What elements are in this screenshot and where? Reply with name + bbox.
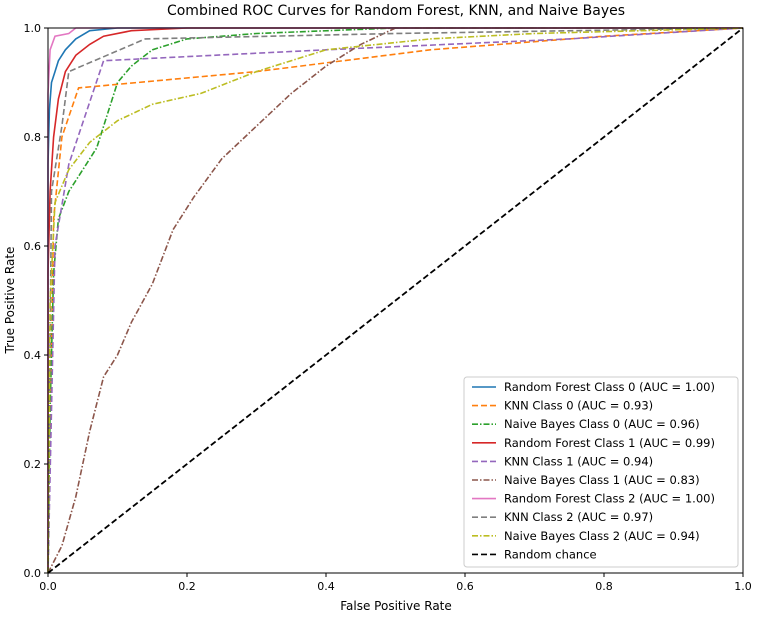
- series-line-2: [47, 27, 743, 574]
- y-tick-label-1: 0.2: [24, 458, 42, 471]
- legend-label-4: KNN Class 1 (AUC = 0.94): [504, 454, 653, 468]
- legend-label-6: Random Forest Class 2 (AUC = 1.00): [504, 492, 715, 506]
- chart-title: Combined ROC Curves for Random Forest, K…: [167, 3, 625, 19]
- x-tick-label-0: 0.0: [39, 580, 57, 593]
- legend-label-5: Naive Bayes Class 1 (AUC = 0.83): [504, 473, 700, 487]
- legend-label-9: Random chance: [504, 547, 597, 561]
- legend-label-2: Naive Bayes Class 0 (AUC = 0.96): [504, 417, 700, 431]
- legend-label-8: Naive Bayes Class 2 (AUC = 0.94): [504, 529, 700, 543]
- series-line-8: [47, 27, 744, 574]
- y-tick-label-5: 1.0: [24, 22, 42, 35]
- series-line-1: [47, 27, 744, 574]
- y-tick-label-3: 0.6: [24, 240, 42, 253]
- y-axis-label: True Positive Rate: [3, 247, 17, 355]
- legend: Random Forest Class 0 (AUC = 1.00) KNN Cl…: [463, 376, 739, 568]
- series-line-4: [47, 27, 744, 574]
- x-tick-label-5: 1.0: [734, 580, 752, 593]
- x-tick-label-4: 0.8: [595, 580, 613, 593]
- x-tick-label-1: 0.2: [178, 580, 196, 593]
- y-tick-label-0: 0.0: [24, 567, 42, 580]
- x-axis-ticks: 0.0 0.2 0.4 0.6 0.8 1.0: [39, 573, 752, 593]
- x-tick-label-2: 0.4: [317, 580, 335, 593]
- legend-label-1: KNN Class 0 (AUC = 0.93): [504, 399, 653, 413]
- legend-label-3: Random Forest Class 1 (AUC = 0.99): [504, 436, 715, 450]
- series-line-0: [47, 27, 743, 573]
- legend-label-0: Random Forest Class 0 (AUC = 1.00): [504, 380, 715, 394]
- y-tick-label-2: 0.4: [24, 349, 42, 362]
- series-line-7: [47, 27, 744, 574]
- x-axis-label: False Positive Rate: [340, 599, 452, 613]
- series-line-3: [47, 27, 743, 573]
- x-tick-label-3: 0.6: [456, 580, 474, 593]
- plot-frame: [47, 27, 744, 574]
- series-line-5: [47, 27, 743, 574]
- legend-label-7: KNN Class 2 (AUC = 0.97): [504, 510, 653, 524]
- legend-box: [463, 376, 739, 568]
- y-axis-ticks: 0.0 0.2 0.4 0.6 0.8 1.0: [24, 22, 48, 580]
- y-tick-label-4: 0.8: [24, 131, 42, 144]
- series-line-9: [47, 27, 744, 574]
